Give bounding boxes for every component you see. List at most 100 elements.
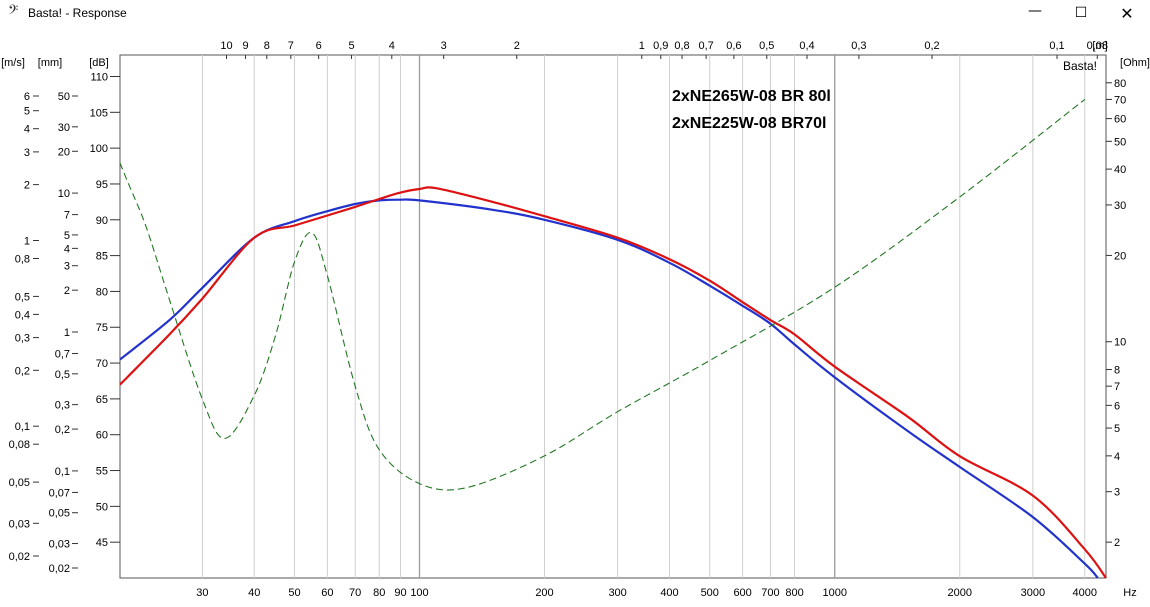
ohm-tick-label: 50 — [1114, 136, 1126, 148]
ohm-unit-label: [Ohm] — [1120, 57, 1150, 69]
ohm-tick-label: 30 — [1114, 200, 1126, 212]
top-tick-label: 7 — [288, 40, 294, 52]
ohm-tick-label: 8 — [1114, 365, 1120, 377]
mm-tick-label: 0,7 — [55, 349, 70, 361]
top-tick-label: 2 — [514, 40, 520, 52]
mm-tick-label: 0,03 — [49, 539, 70, 551]
x-tick-label: 90 — [394, 587, 406, 599]
close-button[interactable]: ✕ — [1120, 4, 1134, 23]
x-tick-label: 80 — [373, 587, 385, 599]
db-tick-label: 95 — [96, 179, 108, 191]
mm-tick-label: 20 — [58, 146, 70, 158]
title-bar: 𝄢 Basta! - Response — ☐ ✕ — [0, 0, 1150, 28]
x-tick-label: 70 — [349, 587, 361, 599]
top-tick-label: 6 — [316, 40, 322, 52]
mm-tick-label: 0,02 — [49, 563, 70, 575]
legend-entry: 2xNE265W-08 BR 80l — [672, 88, 831, 105]
plot-frame — [119, 54, 1107, 579]
ohm-tick-label: 7 — [1114, 381, 1120, 393]
ms-tick-label: 0,4 — [15, 309, 30, 321]
mm-tick-label: 0,1 — [55, 466, 70, 478]
ms-tick-label: 4 — [24, 124, 30, 136]
ms-tick-label: 0,05 — [9, 477, 30, 489]
ohm-tick-label: 70 — [1114, 94, 1126, 106]
top-tick-label: 8 — [264, 40, 270, 52]
ms-tick-label: 5 — [24, 106, 30, 118]
mm-tick-label: 0,5 — [55, 369, 70, 381]
top-tick-label: 9 — [242, 40, 248, 52]
top-tick-label: 0,3 — [851, 40, 866, 52]
top-tick-label: 10 — [220, 40, 232, 52]
maximize-button[interactable]: ☐ — [1074, 5, 1088, 21]
x-tick-label: 2000 — [948, 587, 972, 599]
mm-tick-label: 0,07 — [49, 487, 70, 499]
ms-tick-label: 0,03 — [9, 518, 30, 530]
mm-unit-label: [mm] — [38, 57, 62, 69]
top-tick-label: 1 — [639, 40, 645, 52]
mm-tick-label: 5 — [64, 230, 70, 242]
ohm-tick-label: 3 — [1114, 487, 1120, 499]
top-tick-label: 0,8 — [674, 40, 689, 52]
db-tick-label: 55 — [96, 466, 108, 478]
db-tick-label: 65 — [96, 394, 108, 406]
mm-tick-label: 2 — [64, 285, 70, 297]
legend: 2xNE265W-08 BR 80l 2xNE225W-08 BR70l — [672, 88, 831, 132]
ms-tick-label: 2 — [24, 180, 30, 192]
ohm-tick-label: 10 — [1114, 337, 1126, 349]
top-tick-label: 0,5 — [759, 40, 774, 52]
ohm-tick-label: 20 — [1114, 250, 1126, 262]
mm-tick-label: 1 — [64, 327, 70, 339]
top-tick-label: 0,9 — [653, 40, 668, 52]
ohm-tick-label: 5 — [1114, 423, 1120, 435]
ms-tick-label: 0,3 — [15, 333, 30, 345]
x-tick-label: 400 — [660, 587, 678, 599]
mm-tick-label: 0,3 — [55, 400, 70, 412]
x-unit-label: Hz — [1123, 587, 1136, 599]
minimize-button[interactable]: — — [1028, 3, 1042, 19]
top-tick-label: 0,4 — [799, 40, 814, 52]
mm-tick-label: 4 — [64, 243, 70, 255]
ohm-tick-label: 60 — [1114, 114, 1126, 126]
db-tick-label: 100 — [90, 143, 108, 155]
x-tick-label: 200 — [535, 587, 553, 599]
db-tick-label: 110 — [90, 71, 108, 83]
ms-tick-label: 0,1 — [15, 421, 30, 433]
x-tick-label: 500 — [701, 587, 719, 599]
ms-tick-label: 6 — [24, 91, 30, 103]
mm-tick-label: 50 — [58, 91, 70, 103]
mm-tick-label: 0,05 — [49, 508, 70, 520]
top-tick-label: 0,1 — [1049, 40, 1064, 52]
ms-tick-label: 1 — [24, 236, 30, 248]
db-tick-label: 50 — [96, 501, 108, 513]
db-tick-label: 80 — [96, 286, 108, 298]
x-tick-label: 3000 — [1021, 587, 1045, 599]
top-tick-label: 0,2 — [924, 40, 939, 52]
top-tick-label: 0,7 — [698, 40, 713, 52]
x-tick-label: 50 — [288, 587, 300, 599]
ms-unit-label: [m/s] — [1, 57, 25, 69]
legend-entry: 2xNE225W-08 BR70l — [672, 115, 826, 132]
x-tick-label: 600 — [733, 587, 751, 599]
mm-tick-label: 7 — [64, 210, 70, 222]
mm-tick-label: 3 — [64, 261, 70, 273]
tick-marks — [33, 55, 1112, 569]
x-tick-label: 100 — [410, 587, 428, 599]
impedance-curve — [119, 98, 1086, 491]
top-tick-label: 3 — [441, 40, 447, 52]
ohm-tick-label: 4 — [1114, 451, 1120, 463]
ms-tick-label: 0,02 — [9, 551, 30, 563]
ms-tick-label: 0,2 — [15, 365, 30, 377]
bass-clef-icon: 𝄢 — [8, 2, 19, 21]
response-chart: 30 40 50 60 70 80 90 100 200 300 400 500 600 700 800 10… — [1, 40, 1150, 599]
x-tick-label: 60 — [321, 587, 333, 599]
grid — [201, 55, 1086, 578]
x-tick-label: 4000 — [1073, 587, 1097, 599]
ms-tick-label: 0,08 — [9, 439, 30, 451]
db-tick-label: 85 — [96, 251, 108, 263]
x-tick-label: 40 — [248, 587, 260, 599]
ohm-tick-label: 2 — [1114, 537, 1120, 549]
top-unit-label: [m] — [1092, 40, 1107, 52]
top-tick-label: 5 — [348, 40, 354, 52]
db-tick-label: 105 — [90, 107, 108, 119]
x-tick-label: 800 — [785, 587, 803, 599]
